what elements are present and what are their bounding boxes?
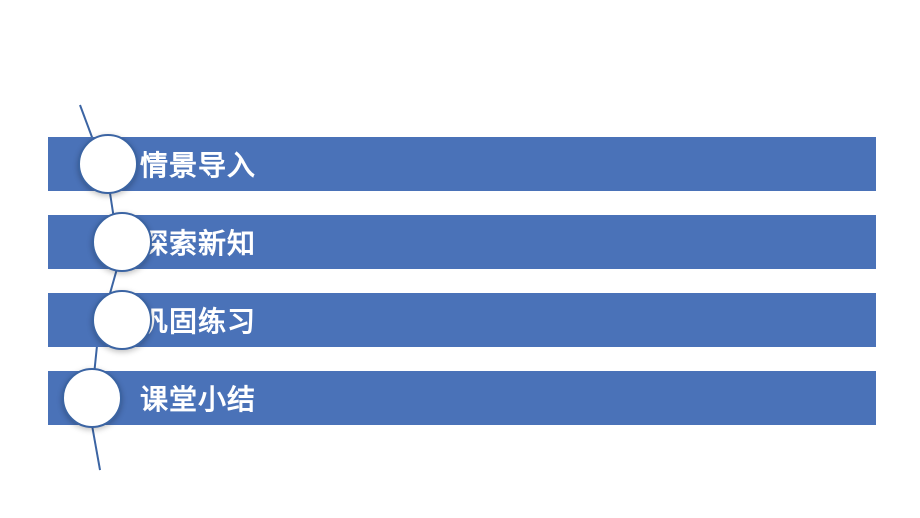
nav-bar-item: 探索新知 [48, 215, 876, 269]
bar-label: 情景导入 [140, 144, 256, 184]
step-circle [62, 368, 122, 428]
bar-label: 探索新知 [140, 222, 256, 262]
nav-bar-item: 课堂小结 [48, 371, 876, 425]
step-circle [92, 212, 152, 272]
step-circle [92, 290, 152, 350]
nav-bar-item: 情景导入 [48, 137, 876, 191]
step-circle [78, 134, 138, 194]
nav-bar-item: 巩固练习 [48, 293, 876, 347]
bar-label: 巩固练习 [140, 300, 256, 340]
bar-label: 课堂小结 [140, 378, 256, 418]
